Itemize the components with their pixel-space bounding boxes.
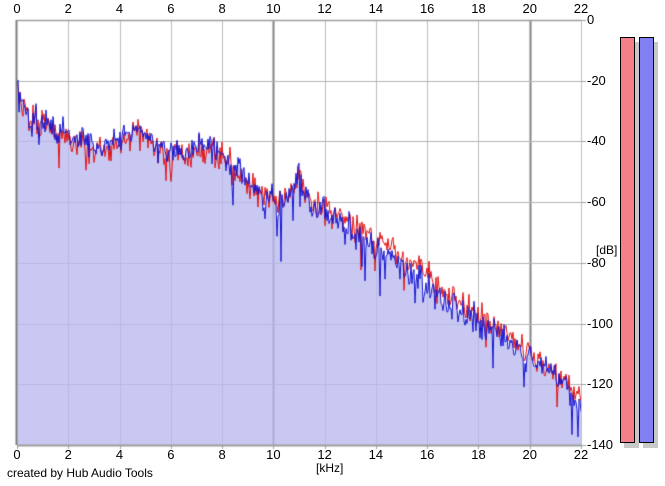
x-tick-label: 16	[419, 447, 435, 462]
x-tick-label: 12	[317, 1, 332, 16]
x-tick-label: 22	[573, 447, 589, 462]
right-channel-level-meter	[639, 37, 654, 443]
x-tick-label: 12	[317, 447, 332, 462]
x-tick-label: 18	[471, 1, 486, 16]
x-tick-label: 20	[522, 447, 537, 462]
x-tick-label: 8	[218, 447, 226, 462]
x-tick-label: 20	[522, 1, 537, 16]
x-tick-label: 10	[266, 447, 281, 462]
x-tick-label: 0	[13, 1, 21, 16]
y-tick-label: -140	[587, 437, 614, 452]
credit-text: created by Hub Audio Tools	[7, 466, 153, 480]
y-tick-label: -40	[587, 133, 606, 149]
y-tick-label: -100	[587, 315, 614, 331]
y-tick-label: -120	[587, 376, 614, 392]
x-tick-label: 18	[471, 447, 486, 462]
x-tick-label: 14	[368, 447, 384, 462]
khz-axis-unit-label: [kHz]	[316, 461, 344, 475]
x-tick-label: 22	[573, 1, 589, 16]
y-tick-label: -80	[587, 254, 606, 270]
x-tick-label: 2	[64, 1, 72, 16]
left-channel-level-meter	[620, 37, 635, 443]
y-tick-label: 0	[587, 12, 595, 27]
x-tick-label: 2	[64, 447, 72, 462]
x-tick-label: 8	[218, 1, 226, 16]
x-tick-label: 4	[115, 447, 124, 462]
x-tick-label: 14	[368, 1, 384, 16]
y-tick-label: -60	[587, 194, 606, 210]
x-tick-label: 0	[13, 447, 21, 462]
db-axis-unit-label: [dB]	[596, 243, 618, 257]
x-tick-label: 4	[115, 1, 124, 16]
y-tick-label: -20	[587, 72, 606, 88]
x-tick-label: 10	[266, 1, 281, 16]
x-tick-label: 6	[167, 447, 175, 462]
x-tick-label: 6	[167, 1, 175, 16]
x-tick-label: 16	[419, 1, 435, 16]
